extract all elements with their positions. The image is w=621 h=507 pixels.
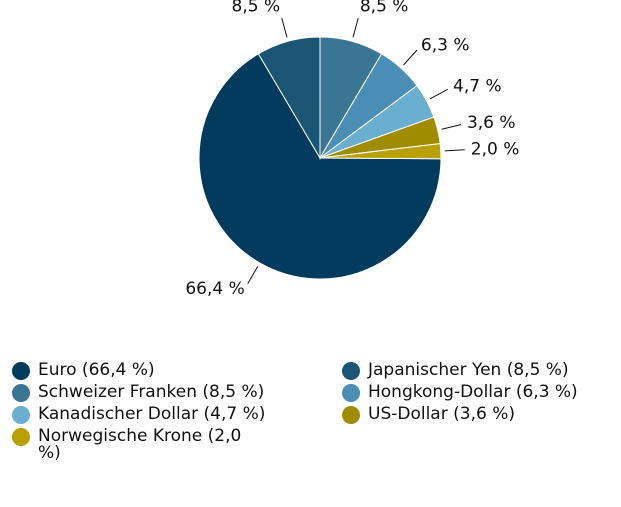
legend-swatch — [12, 362, 30, 380]
leader-line — [429, 88, 448, 100]
legend-item: Japanischer Yen (8,5 %) — [342, 362, 612, 380]
legend-swatch — [342, 362, 360, 380]
legend-item: Euro (66,4 %) — [12, 362, 342, 380]
legend-item: US-Dollar (3,6 %) — [342, 406, 612, 424]
leader-line — [281, 18, 288, 38]
data-label: 8,5 % — [360, 0, 409, 16]
legend-label: Euro (66,4 %) — [38, 360, 155, 380]
legend-item: Hongkong-Dollar (6,3 %) — [342, 384, 612, 402]
data-label: 3,6 % — [467, 113, 516, 133]
legend-swatch — [342, 384, 360, 402]
legend-item: Norwegische Krone (2,0 %) — [12, 428, 342, 462]
data-label: 8,5 % — [232, 0, 281, 16]
leader-line — [441, 124, 462, 130]
chart: 66,4 % 8,5 % 8,5 % 6,3 % 4,7 % 3,6 % 2,0 % — [185, 0, 520, 299]
data-label: 66,4 % — [185, 279, 244, 299]
data-label: 4,7 % — [453, 77, 502, 97]
legend-swatch — [12, 406, 30, 424]
legend-item: Schweizer Franken (8,5 %) — [12, 384, 342, 402]
data-label: 2,0 % — [471, 139, 520, 159]
legend-label: US-Dollar (3,6 %) — [368, 404, 515, 424]
leader-line — [352, 18, 359, 38]
leader-line — [403, 49, 418, 66]
slice — [198, 53, 442, 280]
slice — [319, 143, 442, 160]
legend-label: Kanadischer Dollar (4,7 %) — [38, 404, 266, 424]
legend-label: Hongkong-Dollar (6,3 %) — [368, 382, 578, 402]
data-label: 6,3 % — [421, 36, 470, 56]
legend-label: Schweizer Franken (8,5 %) — [38, 382, 265, 402]
legend-swatch — [12, 428, 30, 446]
legend-label: Japanischer Yen (8,5 %) — [368, 360, 569, 380]
legend-label: Norwegische Krone (2,0 %) — [38, 426, 242, 463]
leader-line — [247, 266, 259, 284]
legend: Euro (66,4 %) Japanischer Yen (8,5 %) Schw… — [12, 362, 612, 462]
legend-swatch — [12, 384, 30, 402]
leader-line — [444, 149, 465, 152]
legend-item: Kanadischer Dollar (4,7 %) — [12, 406, 342, 424]
legend-swatch — [342, 406, 360, 424]
